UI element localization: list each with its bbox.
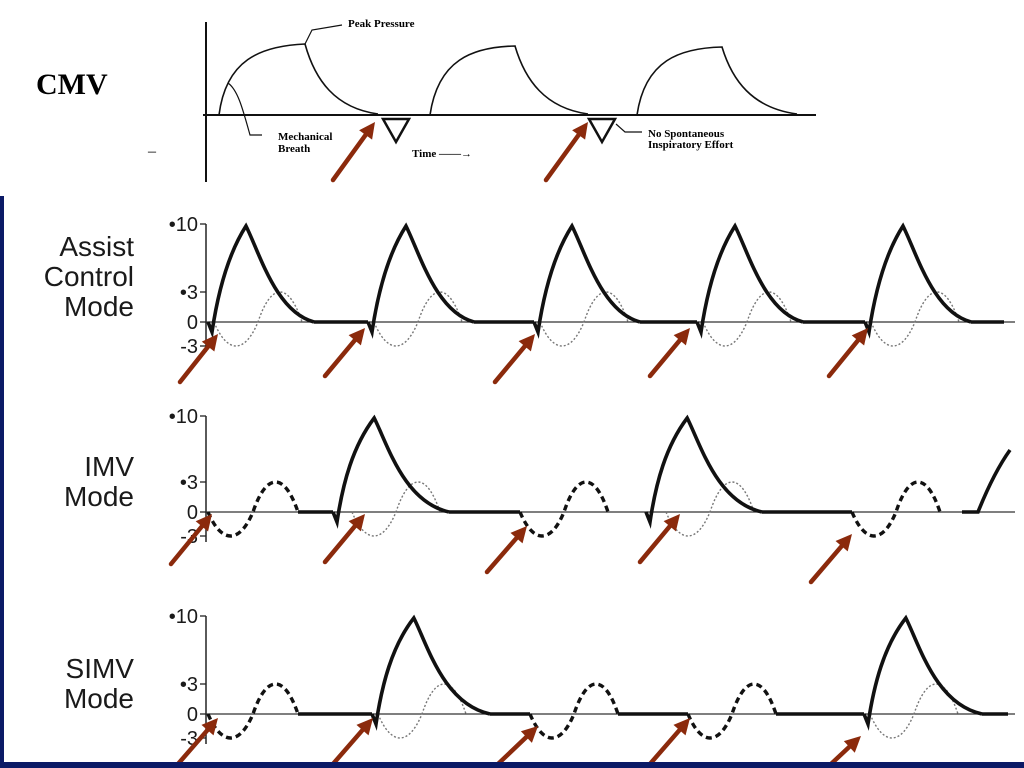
- pointer-arrow: [828, 736, 861, 767]
- no-spontaneous-label-1: No Spontaneous: [648, 128, 725, 140]
- pointer-arrow: [647, 718, 690, 767]
- tick-label: 0: [187, 312, 198, 334]
- mechanical-label-2: Breath: [278, 143, 310, 155]
- imv-trace: [206, 414, 1012, 538]
- cmv-panel: CMV – Peak Pressure Mechanical Breath Ti…: [0, 0, 1024, 196]
- tick-label: •3: [180, 282, 198, 304]
- pointer-arrow: [637, 514, 680, 565]
- label-line: Assist: [59, 231, 134, 262]
- no-effort-marker: [586, 117, 618, 145]
- mechanical-label-1: Mechanical: [278, 131, 332, 143]
- mechanical-breath-leader: [227, 82, 262, 136]
- mode-axes: •10 •3 0-3: [169, 406, 1015, 548]
- modes-panel: •10 •3 0 -3 •10 •3 0 -3 •10 •3 0 -3 Assist Control …: [0, 196, 1024, 768]
- pointer-arrow: [484, 526, 527, 575]
- simv-label: SIMV Mode: [0, 654, 134, 714]
- time-label: Time ——→: [412, 148, 472, 160]
- assist-control-label: Assist Control Mode: [0, 232, 134, 322]
- cmv-arrows: [330, 122, 588, 183]
- tick-label: 0: [187, 502, 198, 524]
- pointer-arrow: [330, 718, 373, 767]
- label-line: SIMV: [65, 653, 134, 684]
- pointer-arrow: [168, 514, 212, 567]
- pointer-arrow: [492, 334, 535, 385]
- pointer-arrow: [175, 718, 218, 767]
- cmv-diagram: Peak Pressure Mechanical Breath Time ——→…: [203, 18, 816, 183]
- tick-label: •3: [180, 472, 198, 494]
- cmv-breath-curve: [429, 45, 589, 116]
- label-line: Mode: [63, 481, 134, 512]
- pointer-arrow: [495, 726, 538, 767]
- imv-label: IMV Mode: [0, 452, 134, 512]
- tick-label: •3: [180, 674, 198, 696]
- pointer-arrow: [177, 334, 218, 385]
- label-line: Mode: [63, 291, 134, 322]
- mode-axes: •10•30-3: [169, 606, 1015, 750]
- pointer-arrow: [808, 534, 852, 585]
- pointer-arrow: [322, 328, 365, 379]
- no-effort-marker: [380, 117, 412, 145]
- label-line: Mode: [63, 683, 134, 714]
- no-spontaneous-label-2: Inspiratory Effort: [648, 139, 734, 151]
- frame-bottom-bar: [0, 762, 1024, 768]
- tick-label: •10: [169, 214, 198, 236]
- mode-axes: •10 •3 0-3: [169, 214, 1015, 358]
- peak-pressure-leader: [304, 24, 343, 45]
- frame-left-bar: [0, 196, 4, 768]
- dash-mark: –: [148, 143, 156, 160]
- tick-label: -3: [180, 336, 198, 358]
- simv-trace: [206, 614, 1008, 740]
- pointer-arrow: [330, 122, 375, 183]
- cmv-breath-curve: [218, 43, 379, 116]
- cmv-title: CMV: [36, 68, 108, 101]
- pointer-arrow: [322, 514, 365, 565]
- modes-diagram: •10•30-3•10•30-3•10•30-3: [168, 214, 1015, 767]
- tick-label: •10: [169, 406, 198, 428]
- pointer-arrow: [826, 328, 868, 379]
- pointer-arrow: [647, 328, 690, 379]
- label-line: IMV: [84, 451, 134, 482]
- assist-control-trace: [206, 222, 1004, 347]
- tick-label: -3: [180, 526, 198, 548]
- peak-pressure-label: Peak Pressure: [348, 18, 415, 30]
- pointer-arrow: [543, 122, 588, 183]
- tick-label: •10: [169, 606, 198, 628]
- label-line: Control: [43, 261, 134, 292]
- cmv-breath-curve: [636, 46, 798, 116]
- no-effort-leader: [615, 123, 642, 133]
- tick-label: 0: [187, 704, 198, 726]
